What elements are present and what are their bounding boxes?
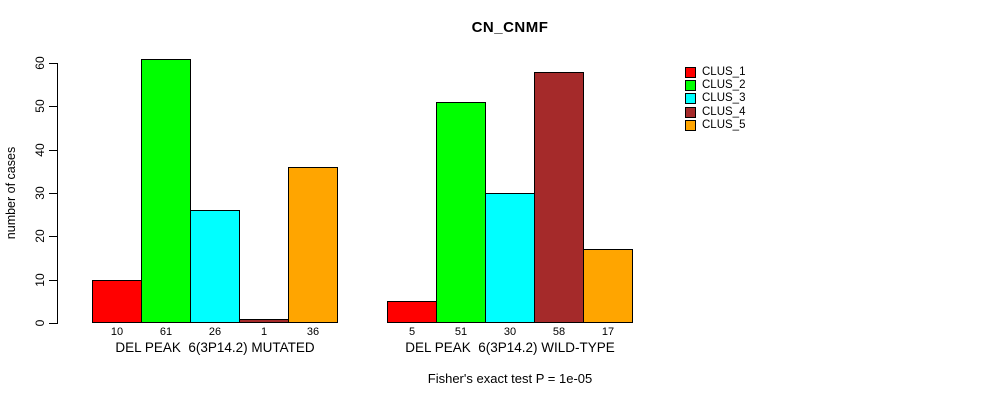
bar-value-label: 51 [454,326,468,338]
bar-value-label: 1 [260,326,268,338]
legend-swatch [685,106,696,118]
group-label: DEL PEAK 6(3P14.2) WILD-TYPE [405,340,615,355]
legend-label: CLUS_1 [702,66,746,78]
y-tick-label: 20 [33,229,47,244]
page-title: CN_CNMF [471,19,549,36]
y-tick [49,236,57,238]
bar-value-label: 5 [408,326,416,338]
y-tick-label: 10 [33,272,47,287]
y-axis-line [57,63,58,324]
bar-value-label: 17 [601,326,615,338]
y-tick [49,149,57,151]
bar [190,210,240,323]
legend-item: CLUS_5 [685,119,775,132]
bar-value-label: 30 [503,326,517,338]
legend-item: CLUS_2 [685,79,775,92]
bar [534,72,584,323]
bar [436,102,486,323]
y-tick-label: 40 [33,142,47,157]
legend-swatch [685,93,696,105]
legend-label: CLUS_2 [702,79,746,92]
bar [92,280,142,323]
legend-item: CLUS_3 [685,92,775,105]
bar-value-label: 58 [552,326,566,338]
y-tick-label: 30 [33,186,47,200]
y-tick-label: 60 [33,56,47,70]
legend-swatch [685,67,696,78]
bar [583,249,633,323]
footer-annotation: Fisher's exact test P = 1e-05 [427,371,593,386]
legend-swatch [685,80,696,92]
legend-label: CLUS_5 [702,118,746,131]
legend-label: CLUS_3 [702,92,746,105]
y-tick-label: 50 [33,99,47,114]
y-tick [49,279,57,281]
legend: CLUS_1 CLUS_2 CLUS_3 CLUS_4 CLUS_5 [685,66,775,132]
bar-value-label: 61 [159,326,173,338]
legend-item: CLUS_1 [685,66,775,79]
bar-value-label: 36 [306,326,320,338]
y-tick [49,193,57,194]
bar [387,301,437,323]
legend-item: CLUS_4 [685,106,775,119]
y-tick [49,323,57,324]
legend-swatch [685,119,696,131]
bar [141,59,191,323]
bar [485,193,535,323]
y-tick [49,63,57,64]
y-tick-label: 0 [33,319,47,327]
bar-value-label: 10 [110,326,124,338]
group-label: DEL PEAK 6(3P14.2) MUTATED [115,340,315,355]
bar [288,167,338,323]
y-tick [49,106,57,108]
y-axis-label: number of cases [4,146,18,240]
legend-label: CLUS_4 [702,105,746,118]
bar-value-label: 26 [208,326,222,338]
bar [239,319,289,323]
